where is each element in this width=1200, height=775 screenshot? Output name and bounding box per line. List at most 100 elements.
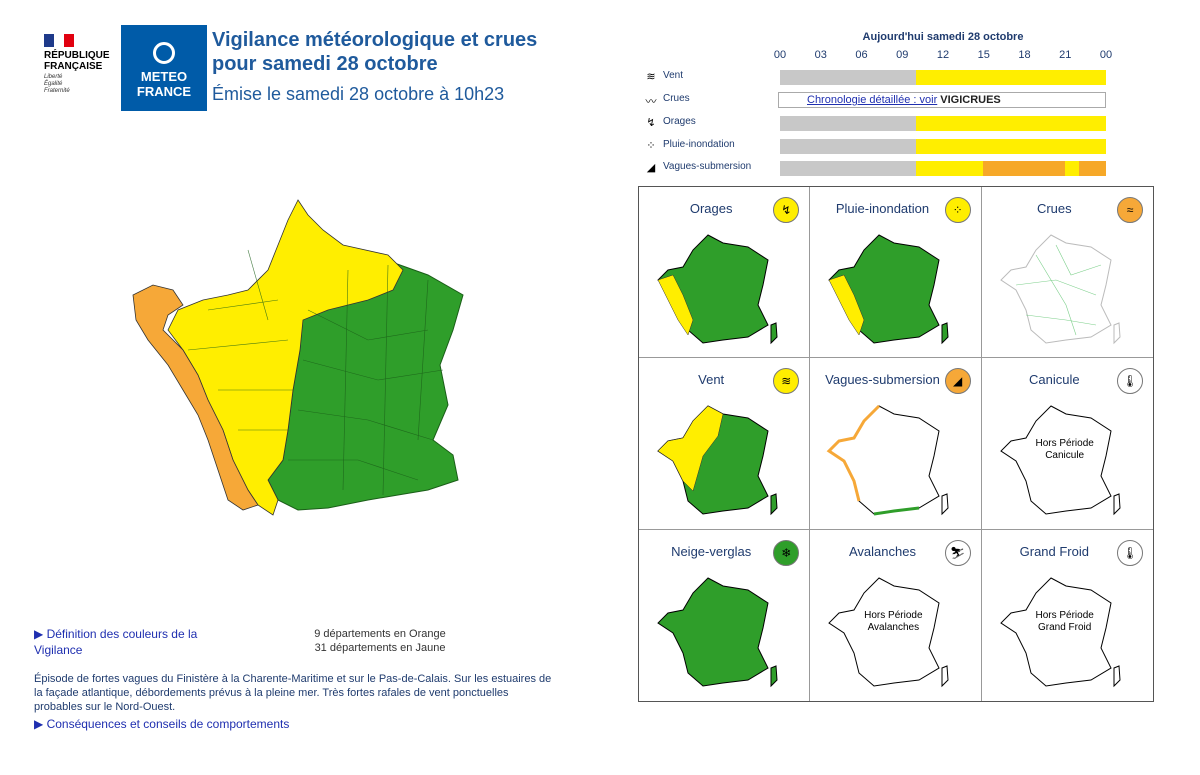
- out-of-season-line1: Hors Période: [1035, 609, 1094, 621]
- department-borders: [187, 249, 444, 496]
- rf-motto-2: Égalité: [44, 81, 63, 87]
- timeline-bar-pluie-inondation: [780, 139, 1106, 154]
- out-of-season-note: Hors Période Avalanches: [848, 610, 938, 634]
- phenomenon-cell-avalanches[interactable]: Avalanches ⛷ Hors Période Avalanches: [810, 529, 982, 701]
- timeline-tick: 06: [855, 49, 868, 61]
- vigicrues-link-box: Chronologie détaillée : voir VIGICRUES: [778, 92, 1106, 108]
- meteo-france-emblem-icon: [153, 42, 175, 64]
- timeline-tick: 03: [814, 49, 827, 61]
- phenomenon-title: Neige-verglas: [671, 543, 752, 559]
- department-counts: 9 départements en Orange 31 départements…: [250, 627, 510, 655]
- snowflake-icon: ❄: [773, 539, 800, 566]
- definition-couleurs-text[interactable]: Définition des couleurs de la Vigilance: [34, 627, 198, 657]
- phenomenon-cell-vent[interactable]: Vent ≋: [639, 358, 811, 530]
- timeline-segment: [780, 161, 916, 176]
- waves-icon: 〰: [645, 96, 657, 108]
- timeline-segment: [983, 161, 1065, 176]
- thermometer-icon: 🌡: [1116, 539, 1143, 566]
- phenomenon-map[interactable]: [653, 568, 783, 698]
- mf-logo-line1: METEO: [140, 69, 188, 84]
- timeline-label-vent: Vent: [663, 70, 684, 81]
- vigicrues-logo: VIGICRUES: [940, 94, 1001, 106]
- wave-submersion-icon: ◢: [646, 162, 656, 174]
- out-of-season-line2: Canicule: [1045, 450, 1085, 462]
- timeline-label-orages: Orages: [663, 116, 696, 127]
- timeline-segment: [1078, 161, 1106, 176]
- meteo-france-logo: METEO FRANCE: [121, 25, 207, 111]
- consequences-text[interactable]: Conséquences et conseils de comportement…: [46, 717, 290, 731]
- map-zone-yellow[interactable]: [167, 199, 404, 516]
- timeline-tick: 15: [977, 49, 990, 61]
- timeline-heading: Aujourd'hui samedi 28 octobre: [862, 31, 1024, 43]
- phenomenon-title: Avalanches: [849, 543, 916, 559]
- timeline-segment: [1064, 161, 1079, 176]
- phenomenon-title: Vent: [698, 372, 725, 388]
- out-of-season-line1: Hors Période: [864, 609, 923, 621]
- page-title-line1: Vigilance météorologique et crues: [212, 29, 538, 51]
- out-of-season-line2: Grand Froid: [1037, 621, 1092, 633]
- phenomenon-map[interactable]: [996, 225, 1126, 355]
- episode-description: Épisode de fortes vagues du Finistère à …: [34, 673, 552, 713]
- phenomenon-map[interactable]: [996, 396, 1126, 526]
- rain-flood-icon: ⁘: [646, 140, 656, 152]
- consequences-link[interactable]: ▶ Conséquences et conseils de comporteme…: [34, 717, 290, 731]
- chronologie-link[interactable]: Chronologie détaillée : voir: [807, 94, 938, 106]
- avalanche-icon: ⛷: [944, 539, 971, 566]
- lightning-icon: ↯: [773, 197, 800, 223]
- timeline-label-vagues-submersion: Vagues-submersion: [663, 161, 752, 172]
- count-yellow: 31 départements en Jaune: [314, 642, 446, 654]
- page-title: Vigilance météorologique et crues pour s…: [212, 28, 537, 76]
- phenomenon-title: Orages: [689, 201, 733, 216]
- phenomenon-cell-crues[interactable]: Crues ≈: [981, 187, 1153, 359]
- phenomenon-map[interactable]: [996, 568, 1126, 698]
- out-of-season-line2: Avalanches: [867, 621, 920, 633]
- phenomenon-title: Canicule: [1029, 372, 1080, 388]
- timeline-bar-orages: [780, 116, 1106, 131]
- phenomenon-map[interactable]: [824, 396, 954, 526]
- timeline-segment: [915, 139, 1106, 154]
- phenomenon-map[interactable]: [653, 396, 783, 526]
- wind-icon: ≋: [773, 368, 800, 395]
- rf-motto-3: Fraternité: [44, 88, 70, 94]
- phenomenon-cell-canicule[interactable]: Canicule 🌡 Hors Période Canicule: [981, 358, 1153, 530]
- timeline-tick: 12: [936, 49, 950, 61]
- french-flag-icon: [44, 34, 74, 47]
- phenomenon-title: Grand Froid: [1019, 543, 1089, 559]
- phenomenon-cell-orages[interactable]: Orages ↯: [639, 187, 811, 359]
- phenomenon-map[interactable]: [824, 568, 954, 698]
- lightning-icon: ↯: [646, 117, 656, 129]
- wind-icon: ≋: [646, 71, 656, 83]
- count-orange: 9 départements en Orange: [314, 628, 446, 640]
- phenomenon-cell-vagues-submersion[interactable]: Vagues-submersion ◢: [810, 358, 982, 530]
- rf-motto-1: Liberté: [44, 74, 63, 80]
- wave-submersion-icon: ◢: [944, 368, 971, 395]
- timeline-label-crues: Crues: [663, 93, 690, 104]
- republique-francaise-logo: RÉPUBLIQUE FRANÇAISE Liberté Égalité Fra…: [44, 34, 116, 95]
- thermometer-icon: 🌡: [1116, 368, 1143, 395]
- timeline-tick: 09: [896, 49, 909, 61]
- phenomenon-cell-pluie-inondation[interactable]: Pluie-inondation ⁘: [810, 187, 982, 359]
- timeline-segment: [780, 116, 916, 131]
- timeline-segment: [780, 139, 916, 154]
- phenomenon-title: Pluie-inondation: [835, 201, 930, 216]
- page-title-line2: pour samedi 28 octobre: [212, 53, 438, 75]
- phenomenon-title: Crues: [1036, 201, 1072, 216]
- phenomenon-title: Vagues-submersion: [825, 372, 940, 388]
- issued-timestamp: Émise le samedi 28 octobre à 10h23: [212, 84, 505, 104]
- rf-name-line1: RÉPUBLIQUE: [44, 50, 110, 61]
- mf-logo-line2: FRANCE: [136, 84, 192, 99]
- phenomenon-cell-neige-verglas[interactable]: Neige-verglas ❄: [639, 529, 811, 701]
- rain-flood-icon: ⁘: [944, 197, 971, 223]
- rf-name-line2: FRANÇAISE: [44, 61, 103, 72]
- definition-couleurs-link[interactable]: ▶ Définition des couleurs de la Vigilanc…: [34, 627, 198, 657]
- timeline-tick: 00: [1099, 49, 1113, 61]
- phenomenon-map[interactable]: [824, 225, 954, 355]
- phenomenon-cell-grand-froid[interactable]: Grand Froid 🌡 Hors Période Grand Froid: [982, 530, 1153, 701]
- out-of-season-line1: Hors Période: [1035, 438, 1094, 450]
- timeline-tick: 21: [1059, 49, 1072, 61]
- france-vigilance-map[interactable]: [128, 190, 468, 590]
- phenomenon-map[interactable]: [653, 225, 783, 355]
- timeline-bar-vagues-submersion: [780, 161, 1106, 176]
- map-zone-orange[interactable]: [132, 284, 259, 511]
- timeline-segment: [780, 70, 916, 85]
